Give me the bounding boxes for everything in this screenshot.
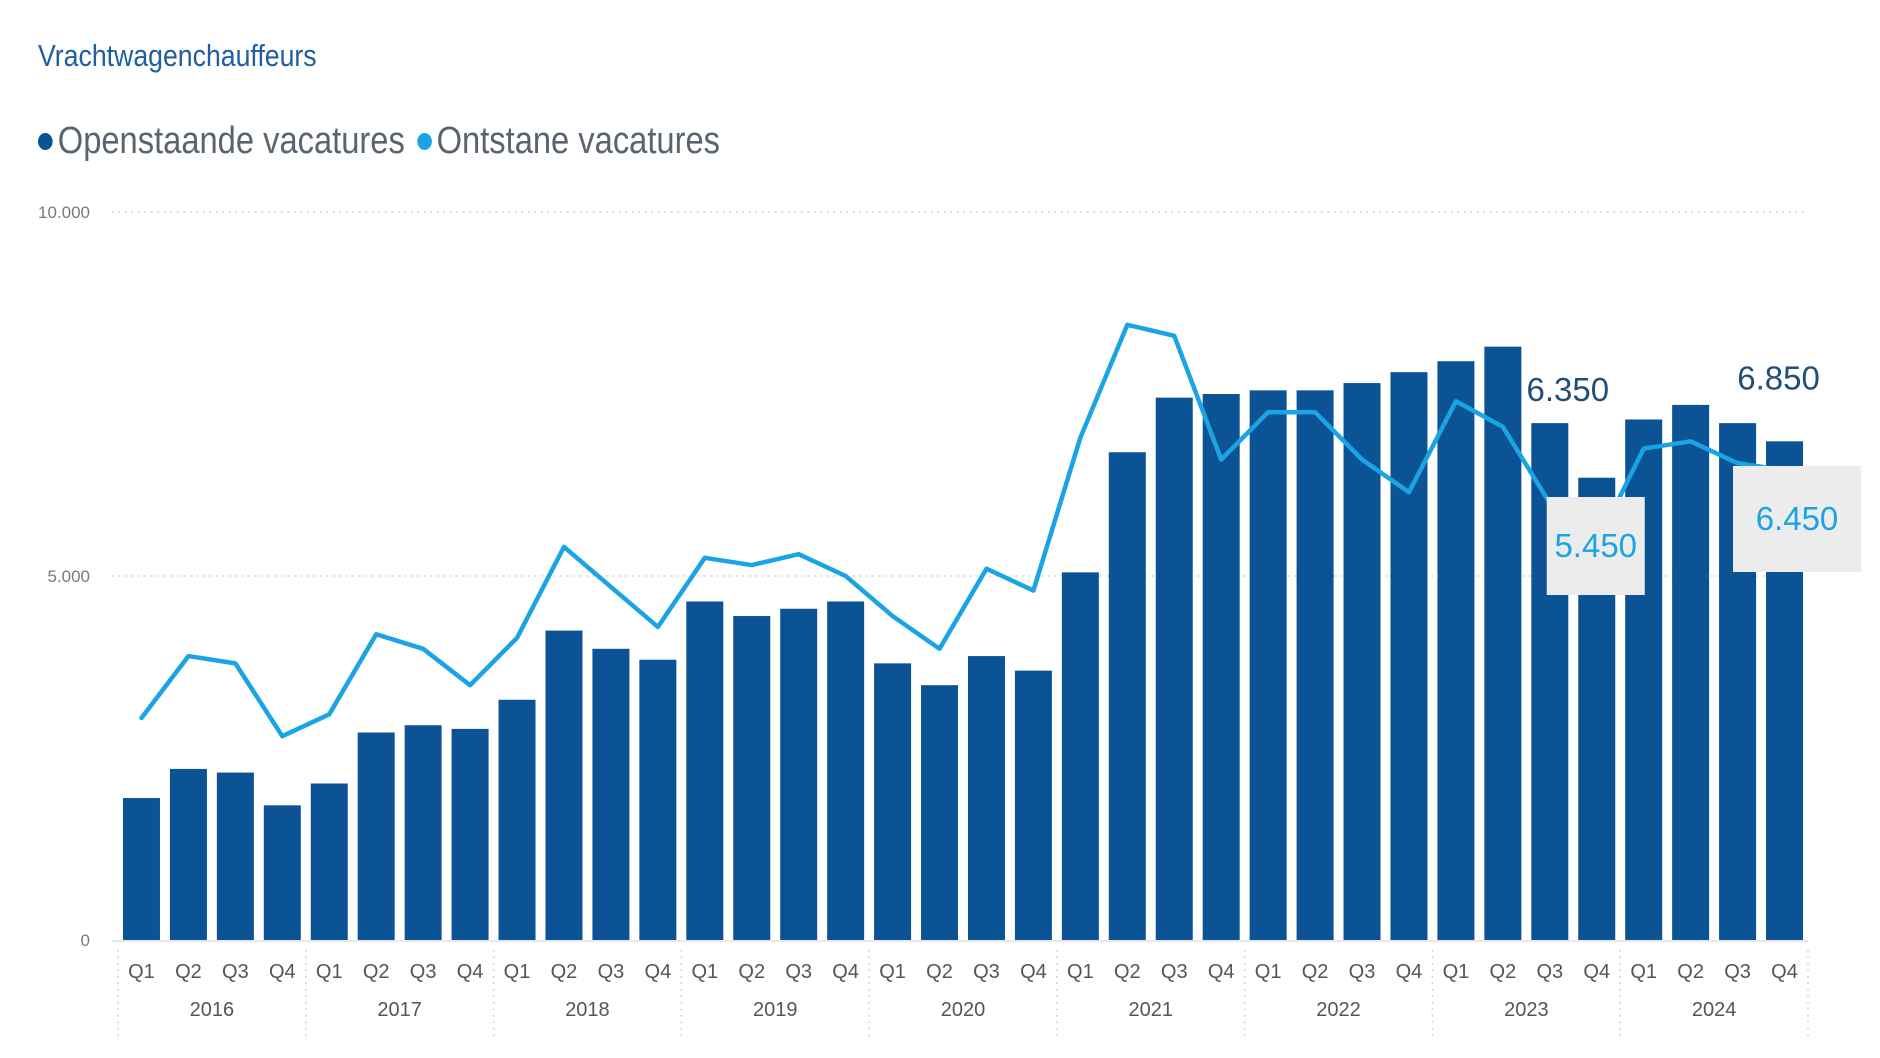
bar bbox=[1155, 397, 1193, 940]
x-tick-year: 2024 bbox=[1692, 999, 1737, 1021]
bar bbox=[967, 656, 1005, 940]
legend: Openstaande vacatures Ontstane vacatures bbox=[38, 120, 732, 163]
x-tick-quarter: Q1 bbox=[1255, 961, 1282, 983]
x-tick-quarter: Q3 bbox=[222, 961, 249, 983]
bar bbox=[1296, 390, 1334, 940]
x-tick-quarter: Q3 bbox=[785, 961, 812, 983]
x-tick-quarter: Q1 bbox=[691, 961, 718, 983]
x-tick-quarter: Q2 bbox=[1302, 961, 1329, 983]
data-label-bar-2023-q3: 6.350 bbox=[1527, 371, 1610, 408]
x-tick-quarter: Q3 bbox=[598, 961, 625, 983]
x-tick-quarter: Q3 bbox=[1724, 961, 1751, 983]
bar bbox=[639, 659, 677, 940]
x-tick-quarter: Q2 bbox=[175, 961, 202, 983]
bar bbox=[263, 805, 301, 940]
x-tick-quarter: Q2 bbox=[363, 961, 390, 983]
bar bbox=[1249, 390, 1287, 940]
x-tick-quarter: Q4 bbox=[645, 961, 672, 983]
data-label-line-2023-q4: 5.450 bbox=[1554, 527, 1637, 564]
bar bbox=[1343, 383, 1381, 941]
y-tick-label: 0 bbox=[81, 931, 90, 950]
legend-dot-openstaande bbox=[38, 133, 53, 150]
x-tick-quarter: Q3 bbox=[410, 961, 437, 983]
x-tick-year: 2016 bbox=[190, 999, 235, 1021]
x-tick-quarter: Q2 bbox=[738, 961, 765, 983]
bar bbox=[169, 768, 207, 940]
bar bbox=[1437, 361, 1475, 940]
bar bbox=[874, 663, 912, 940]
x-tick-quarter: Q3 bbox=[1536, 961, 1563, 983]
x-tick-quarter: Q4 bbox=[269, 961, 296, 983]
bar bbox=[451, 728, 489, 940]
x-tick-year: 2019 bbox=[753, 999, 798, 1021]
bar bbox=[122, 798, 160, 940]
x-tick-year: 2023 bbox=[1504, 999, 1549, 1021]
x-tick-quarter: Q4 bbox=[457, 961, 484, 983]
x-tick-quarter: Q1 bbox=[504, 961, 531, 983]
x-tick-quarter: Q2 bbox=[1677, 961, 1704, 983]
x-tick-quarter: Q4 bbox=[1396, 961, 1423, 983]
x-tick-quarter: Q2 bbox=[1114, 961, 1141, 983]
legend-dot-ontstane bbox=[416, 133, 432, 150]
bar bbox=[404, 725, 442, 940]
chart-title: Vrachtwagenchauffeurs bbox=[38, 38, 317, 73]
x-tick-quarter: Q4 bbox=[1020, 961, 1047, 983]
x-tick-year: 2018 bbox=[565, 999, 610, 1021]
callout-box-2023-q4 bbox=[1546, 497, 1645, 595]
legend-label-openstaande: Openstaande vacatures bbox=[57, 120, 405, 162]
bar bbox=[780, 608, 818, 940]
bar bbox=[1672, 404, 1710, 940]
x-tick-year: 2022 bbox=[1316, 999, 1361, 1021]
x-tick-quarter: Q1 bbox=[879, 961, 906, 983]
bar bbox=[827, 601, 865, 940]
bar bbox=[216, 772, 254, 940]
bar bbox=[1202, 394, 1240, 940]
bar bbox=[310, 783, 348, 940]
callout-box-2024-q4 bbox=[1733, 466, 1861, 572]
bar bbox=[1484, 346, 1522, 940]
legend-item-openstaande[interactable]: Openstaande vacatures bbox=[38, 120, 405, 163]
bar bbox=[1014, 670, 1052, 940]
x-tick-quarter: Q4 bbox=[832, 961, 859, 983]
x-tick-quarter: Q3 bbox=[973, 961, 1000, 983]
legend-item-ontstane[interactable]: Ontstane vacatures bbox=[416, 120, 720, 163]
x-tick-year: 2020 bbox=[941, 999, 986, 1021]
bar bbox=[686, 601, 724, 940]
x-tick-year: 2021 bbox=[1129, 999, 1174, 1021]
bar bbox=[1061, 572, 1099, 940]
x-tick-quarter: Q1 bbox=[316, 961, 343, 983]
legend-label-ontstane: Ontstane vacatures bbox=[436, 120, 720, 162]
x-tick-quarter: Q2 bbox=[551, 961, 578, 983]
bar bbox=[592, 648, 630, 940]
bar bbox=[733, 616, 771, 940]
line-series-ontstane bbox=[139, 322, 1787, 739]
bar bbox=[921, 685, 959, 940]
x-tick-quarter: Q3 bbox=[1161, 961, 1188, 983]
bar bbox=[545, 630, 583, 940]
x-tick-quarter: Q4 bbox=[1771, 961, 1798, 983]
x-tick-quarter: Q2 bbox=[1490, 961, 1517, 983]
data-label-bar-2024-q4: 6.850 bbox=[1737, 359, 1820, 396]
data-label-line-2024-q4: 6.450 bbox=[1756, 500, 1839, 537]
x-tick-quarter: Q4 bbox=[1208, 961, 1235, 983]
x-tick-quarter: Q1 bbox=[128, 961, 155, 983]
x-tick-quarter: Q1 bbox=[1630, 961, 1657, 983]
bar bbox=[1390, 372, 1428, 940]
bar bbox=[357, 732, 395, 940]
bar bbox=[1108, 452, 1146, 940]
bar bbox=[498, 699, 536, 940]
x-tick-quarter: Q1 bbox=[1443, 961, 1470, 983]
x-tick-quarter: Q1 bbox=[1067, 961, 1094, 983]
y-tick-label: 5.000 bbox=[47, 567, 90, 586]
x-tick-quarter: Q4 bbox=[1583, 961, 1610, 983]
x-tick-quarter: Q2 bbox=[926, 961, 953, 983]
x-tick-year: 2017 bbox=[377, 999, 422, 1021]
x-tick-quarter: Q3 bbox=[1349, 961, 1376, 983]
y-tick-label: 10.000 bbox=[38, 203, 90, 222]
